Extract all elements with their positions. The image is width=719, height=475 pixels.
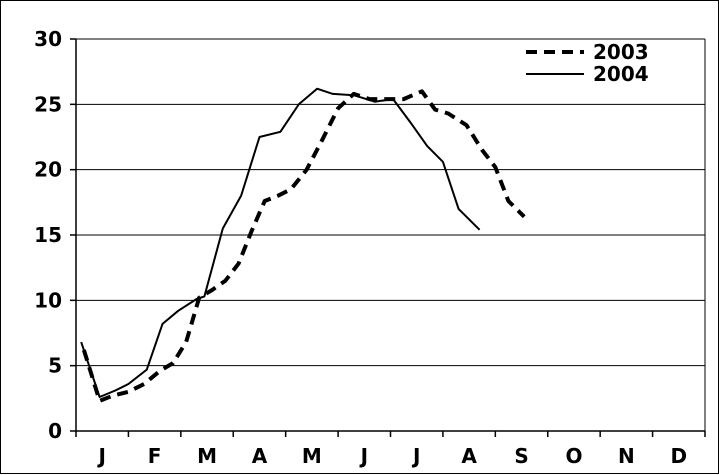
x-tick-label: D [670, 444, 687, 468]
x-tick-label: F [148, 444, 162, 468]
x-tick-label: O [565, 444, 582, 468]
legend-label-2004: 2004 [593, 62, 649, 86]
x-tick-label: M [302, 444, 322, 468]
x-tick-label: A [252, 444, 268, 468]
y-tick-label: 5 [48, 354, 62, 378]
y-tick-label: 10 [34, 288, 62, 312]
x-tick-label: N [618, 444, 635, 468]
x-tick-label: S [514, 444, 528, 468]
y-tick-label: 30 [34, 27, 62, 51]
x-tick-label: A [461, 444, 477, 468]
legend-label-2003: 2003 [593, 40, 649, 64]
x-tick-label: J [96, 444, 105, 468]
series-line-2003 [81, 89, 526, 403]
grid-lines [76, 38, 706, 431]
y-tick-label: 15 [34, 223, 62, 247]
x-tick-label: J [411, 444, 420, 468]
axes: 0 5 10 15 20 25 30 J F M A M J J A S O N D [34, 27, 706, 468]
series-lines [80, 87, 526, 403]
series-line-2004 [80, 87, 481, 398]
y-tick-label: 25 [34, 92, 62, 116]
y-tick-label: 0 [48, 419, 62, 443]
x-tick-label: J [359, 444, 368, 468]
y-tick-label: 20 [34, 158, 62, 182]
x-tick-label: M [197, 444, 217, 468]
